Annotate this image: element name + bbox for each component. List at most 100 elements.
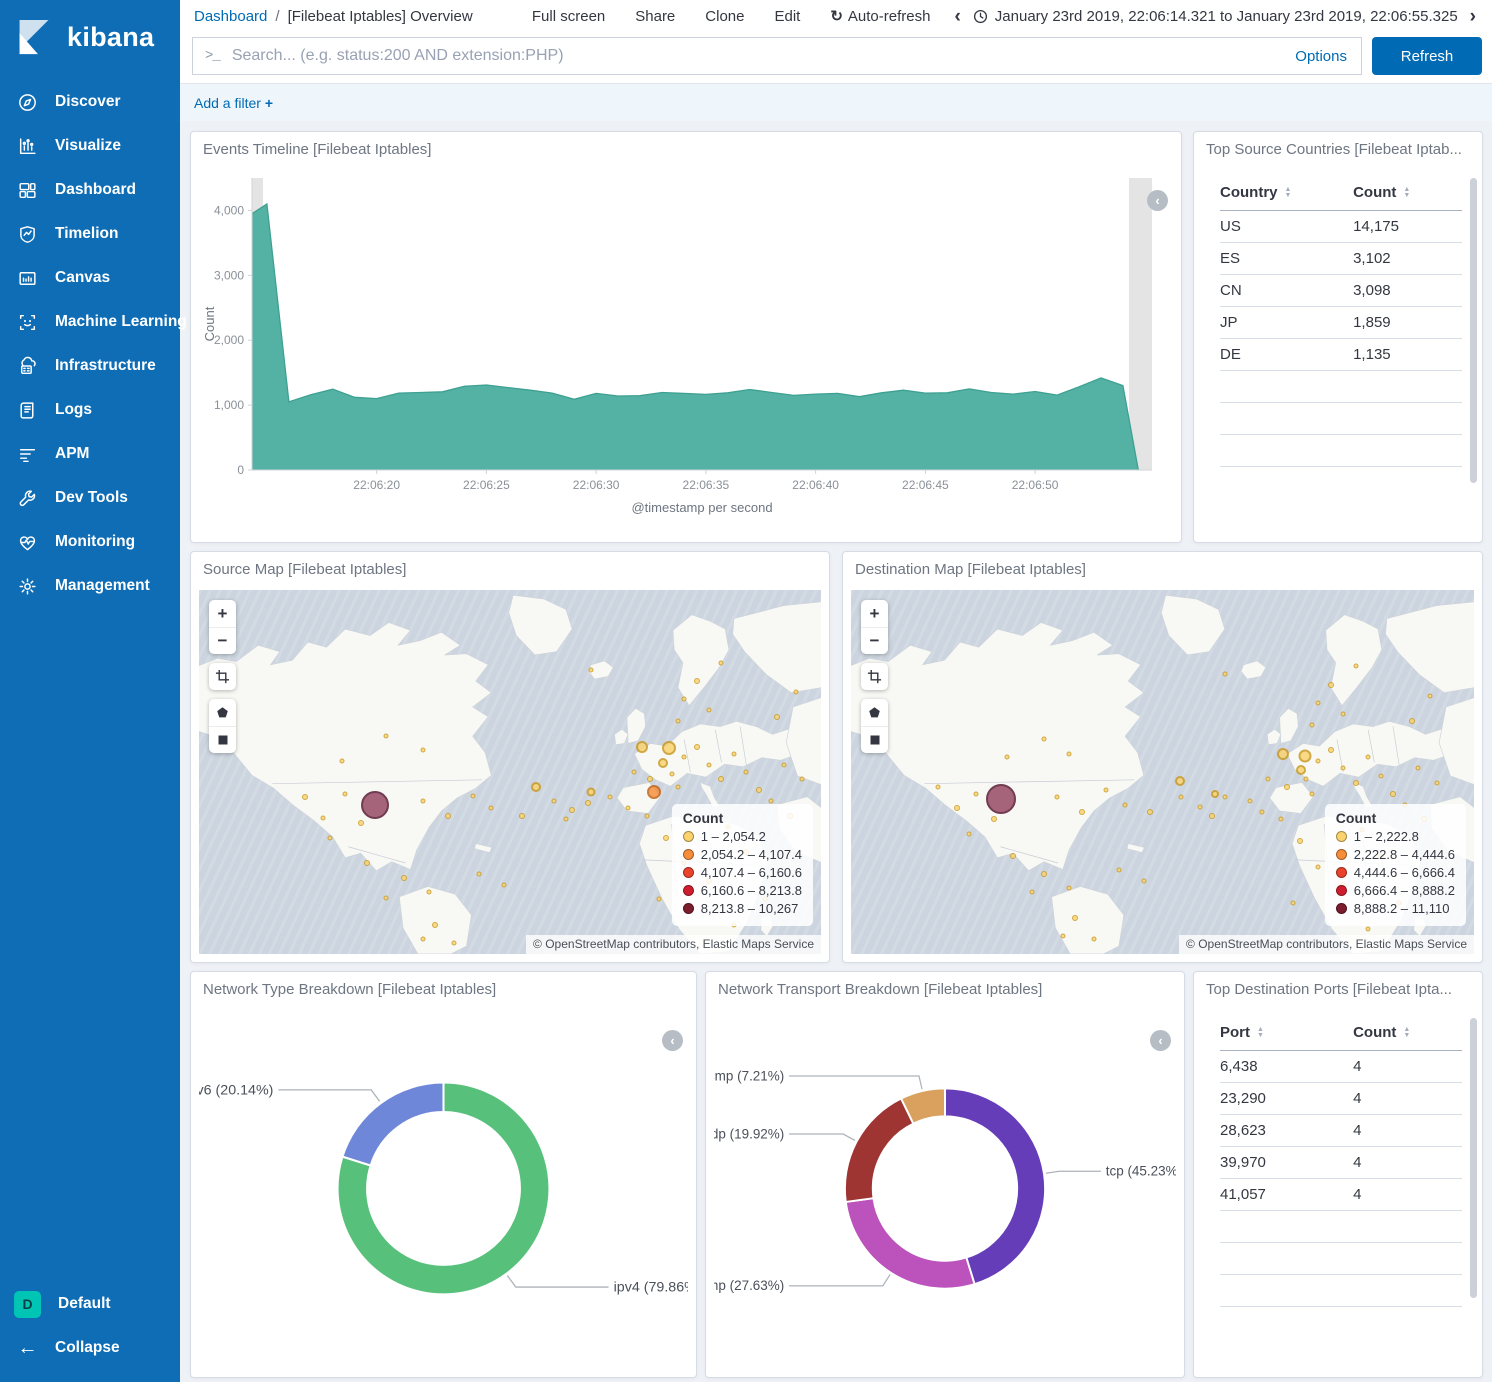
- svg-text:Count: Count: [202, 306, 217, 341]
- draw-polygon-button[interactable]: [209, 699, 236, 726]
- map-bubble: [681, 696, 687, 702]
- table-row[interactable]: 28,623 4: [1220, 1114, 1462, 1147]
- map-bubble: [339, 758, 345, 764]
- time-forward-button[interactable]: ›: [1469, 5, 1476, 27]
- table-row[interactable]: ES 3,102: [1220, 242, 1462, 275]
- draw-polygon-button[interactable]: [861, 699, 888, 726]
- table-row[interactable]: 6,438 4: [1220, 1050, 1462, 1083]
- sidebar-item-logs[interactable]: Logs: [0, 388, 180, 432]
- options-link[interactable]: Options: [1295, 47, 1347, 65]
- legend-range-label: 2,222.8 – 4,444.6: [1353, 847, 1455, 862]
- sidebar-item-apm[interactable]: APM: [0, 432, 180, 476]
- sidebar-item-discover[interactable]: Discover: [0, 80, 180, 124]
- crop-button[interactable]: [209, 663, 236, 690]
- search-input-field[interactable]: [231, 47, 1284, 65]
- donut-slice-udp[interactable]: [843, 1097, 915, 1204]
- auto-refresh-icon: ↻: [830, 8, 843, 25]
- zoom-out-button[interactable]: −: [861, 627, 888, 654]
- column-header-port[interactable]: Port ▲ ▼: [1220, 1016, 1354, 1051]
- table-cell: 1,135: [1353, 338, 1462, 371]
- map-legend: Count 1 – 2,054.2 2,054.2 – 4,107.4 4,107.4…: [671, 804, 813, 926]
- draw-rectangle-button[interactable]: [209, 726, 236, 753]
- donut-slice-ipv6-icmp[interactable]: [899, 1087, 946, 1125]
- sidebar-item-machine-learning[interactable]: Machine Learning: [0, 300, 187, 344]
- column-header-count[interactable]: Count ▲ ▼: [1353, 176, 1462, 211]
- time-range-picker[interactable]: January 23rd 2019, 22:06:14.321 to Janua…: [973, 8, 1458, 25]
- table-row[interactable]: JP 1,859: [1220, 306, 1462, 339]
- sidebar-item-canvas[interactable]: Canvas: [0, 256, 180, 300]
- table-cell: US: [1220, 210, 1354, 243]
- map-bubble: [1278, 816, 1284, 822]
- network-type-donut-chart: ipv4 (79.86%) ipv6 (20.14%): [185, 1081, 702, 1296]
- table-row[interactable]: 41,057 4: [1220, 1178, 1462, 1211]
- column-header-count[interactable]: Count ▲ ▼: [1353, 1016, 1462, 1051]
- map-bubble: [1276, 747, 1289, 760]
- map-bubble: [1054, 794, 1060, 800]
- donut-slice-ipv4[interactable]: [336, 1081, 551, 1296]
- map-bubble: [1041, 736, 1047, 742]
- panel-destination-map: Destination Map [Filebeat Iptables] + − Co…: [842, 551, 1483, 963]
- table-row-empty: [1220, 1210, 1462, 1243]
- refresh-button[interactable]: Refresh: [1372, 37, 1482, 75]
- map-bubble: [693, 743, 700, 750]
- legend-dot-icon: [1335, 903, 1347, 914]
- map-attribution[interactable]: © OpenStreetMap contributors, Elastic Ma…: [1179, 935, 1474, 954]
- table-row[interactable]: 23,290 4: [1220, 1082, 1462, 1115]
- sidebar-item-dev-tools[interactable]: Dev Tools: [0, 476, 180, 520]
- time-back-button[interactable]: ‹: [954, 5, 961, 27]
- donut-slice-tcp[interactable]: [944, 1087, 1047, 1286]
- table-scrollbar[interactable]: [1470, 1018, 1477, 1298]
- sidebar-item-visualize[interactable]: Visualize: [0, 124, 180, 168]
- sidebar-item-label: APM: [55, 445, 90, 462]
- zoom-out-button[interactable]: −: [209, 627, 236, 654]
- add-filter-link[interactable]: Add a filter +: [194, 94, 274, 111]
- sidebar-item-default-space[interactable]: D Default: [0, 1282, 180, 1326]
- donut-slice-ipv6[interactable]: [341, 1081, 445, 1167]
- map-bubble: [1197, 804, 1203, 810]
- crop-button[interactable]: [861, 663, 888, 690]
- legend-toggle-button[interactable]: ‹: [662, 1030, 683, 1051]
- draw-rectangle-button[interactable]: [861, 726, 888, 753]
- table-cell: 4: [1353, 1050, 1462, 1083]
- table-scrollbar[interactable]: [1470, 178, 1477, 483]
- legend-toggle-button[interactable]: ‹: [1147, 190, 1168, 211]
- sidebar-item-management[interactable]: Management: [0, 564, 180, 608]
- zoom-in-button[interactable]: +: [869, 603, 880, 623]
- sidebar-item-label: Timelion: [55, 225, 119, 242]
- map-attribution[interactable]: © OpenStreetMap contributors, Elastic Ma…: [526, 935, 821, 954]
- sidebar-item-infrastructure[interactable]: Infrastructure: [0, 344, 180, 388]
- table-row-empty: [1220, 1274, 1462, 1307]
- map-bubble: [476, 871, 482, 877]
- legend-range-label: 4,107.4 – 6,160.6: [700, 865, 802, 880]
- donut-slice-icmp[interactable]: [844, 1197, 976, 1290]
- breadcrumb-dashboard-link[interactable]: Dashboard: [194, 7, 268, 25]
- auto-refresh-button[interactable]: ↻ Auto-refresh: [830, 7, 931, 26]
- source-map-canvas[interactable]: + − Count 1 – 2,054.2 2,054.2 – 4,107.4 4,107…: [199, 590, 821, 954]
- column-header-country[interactable]: Country ▲ ▼: [1220, 176, 1354, 211]
- sidebar-item-timelion[interactable]: Timelion: [0, 212, 180, 256]
- visualize-icon: [19, 137, 36, 154]
- panel-title: Network Type Breakdown [Filebeat Iptable…: [203, 981, 497, 998]
- map-bubble: [401, 874, 408, 881]
- sidebar-collapse-button[interactable]: ← Collapse: [0, 1326, 180, 1370]
- table-row[interactable]: DE 1,135: [1220, 338, 1462, 371]
- search-input[interactable]: >_ Options: [192, 37, 1362, 75]
- table-row[interactable]: US 14,175: [1220, 210, 1462, 243]
- edit-button[interactable]: Edit: [774, 7, 801, 25]
- table-row[interactable]: 39,970 4: [1220, 1146, 1462, 1179]
- map-bubble: [444, 812, 451, 819]
- map-bubble: [551, 798, 557, 804]
- share-button[interactable]: Share: [635, 7, 676, 25]
- table-row[interactable]: CN 3,098: [1220, 274, 1462, 307]
- sidebar-item-dashboard[interactable]: Dashboard: [0, 168, 180, 212]
- zoom-in-button[interactable]: +: [217, 603, 228, 623]
- full-screen-button[interactable]: Full screen: [531, 7, 606, 25]
- clone-button[interactable]: Clone: [705, 7, 745, 25]
- destination-map-canvas[interactable]: + − Count 1 – 2,222.8 2,222.8 – 4,444.6 4,444…: [851, 590, 1474, 954]
- map-bubble: [1390, 790, 1396, 797]
- kibana-logo[interactable]: kibana: [0, 0, 180, 74]
- dashboard-grid: Events Timeline [Filebeat Iptables] ‹ 0 1…: [180, 121, 1492, 1382]
- timelion-icon: [20, 225, 35, 243]
- sidebar-item-monitoring[interactable]: Monitoring: [0, 520, 180, 564]
- legend-toggle-button[interactable]: ‹: [1150, 1030, 1171, 1051]
